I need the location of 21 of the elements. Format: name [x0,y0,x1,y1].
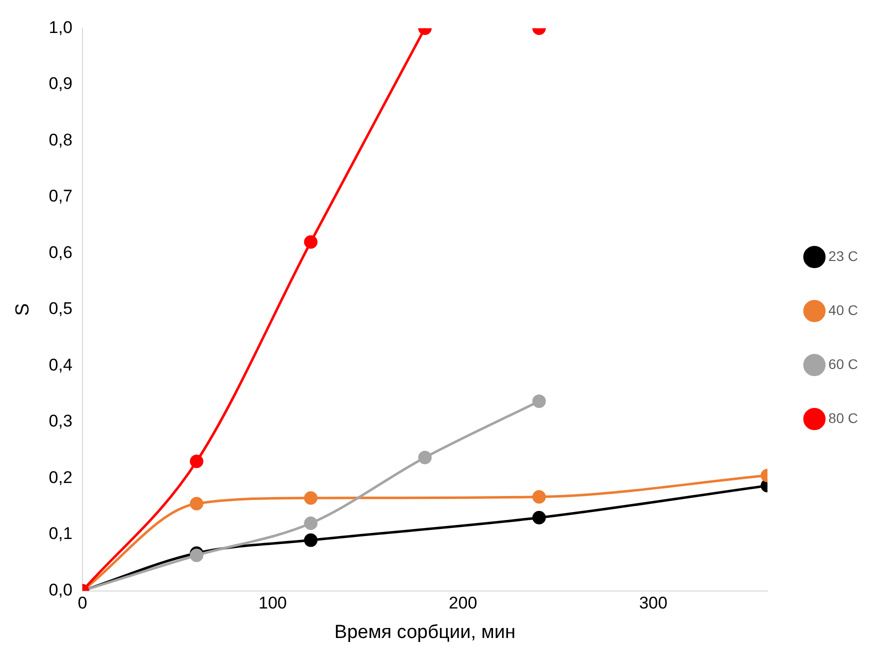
y-tick-label: 0,1 [48,524,72,544]
y-tick-label: 0,7 [48,186,72,206]
y-tick-label: 0,6 [48,242,72,262]
y-tick-label: 0,2 [48,468,72,487]
y-tick-label: 0,0 [48,580,72,600]
legend-label: 80 C [828,410,858,426]
y-tick-label: 0,8 [48,130,72,150]
y-tick-label: 0,9 [48,74,72,94]
y-tick-label: 0,3 [48,412,72,431]
y-tick-label: 0,4 [48,355,72,374]
x-tick-label: 300 [639,594,668,613]
x-tick-label: 100 [258,594,287,613]
legend-label: 40 C [828,302,858,318]
y-axis-title: S [12,303,34,316]
x-tick-label: 200 [448,594,478,613]
legend-label: 23 C [828,248,858,264]
legend-label: 60 C [828,356,858,372]
x-tick-label: 0 [78,594,88,613]
y-tick-label: 0,5 [48,299,72,318]
y-tick-label: 1,0 [48,18,72,37]
x-axis-title: Время сорбции, мин [334,622,516,643]
